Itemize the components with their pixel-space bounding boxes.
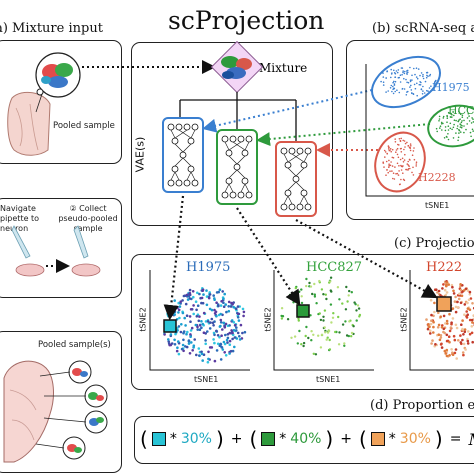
star-2: * [279,431,287,447]
navigate-step-text: Navigate pipette to neuron [0,204,40,233]
swatch-cyan [151,432,166,446]
pooled-sample-label: Pooled sample [53,121,115,131]
pooled-samples-label: Pooled sample(s) [38,340,111,350]
proj2-xlabel: tSNE1 [316,375,341,384]
mixture-estimate: M̂ [468,430,474,449]
projection-label-h1975: H1975 [186,260,231,275]
panel-projection [131,254,474,390]
panel-c-title: (c) Projectio [394,236,474,251]
swatch-orange [370,432,385,446]
paren-close-2: ) [325,427,334,451]
paren-open-3: ( [358,427,367,451]
equals: = [449,431,462,447]
pct-1: 30% [180,431,212,447]
panel-proportion [134,416,474,464]
star-1: * [169,431,177,447]
star-3: * [388,431,396,447]
proj1-ylabel: tSNE2 [138,307,148,332]
swatch-green [261,432,276,446]
panel-a-title: (a) Mixture input [0,21,103,36]
plus-1: + [230,431,243,447]
panel-mixture-input [0,40,122,164]
paren-close-3: ) [434,427,443,451]
proj3-ylabel: tSNE2 [399,307,409,332]
proj2-ylabel: tSNE2 [263,307,273,332]
equation-row: ( * 30% ) + ( * 40% ) + ( * 30% ) = M̂ [140,427,474,451]
panel-scrna-seq [346,40,474,220]
pct-2: 40% [290,431,322,447]
cluster-label-h1975: H1975 [432,81,470,94]
paren-close-1: ) [215,427,224,451]
panel-pooled-samples [0,331,122,473]
panel-d-title: (d) Proportion e [370,398,474,413]
paren-open-1: ( [140,427,148,451]
mixture-label: Mixture [259,61,308,75]
page-title: scProjection [168,6,325,35]
cluster-label-h2228: H2228 [418,171,456,184]
vae-label: VAE(s) [133,136,147,173]
projection-label-h222: H222 [426,260,463,275]
pct-3: 30% [399,431,431,447]
paren-open-2: ( [249,427,258,451]
panel-b-title: (b) scRNA-seq a [372,21,474,36]
projection-label-hcc827: HCC827 [306,260,363,275]
plus-2: + [340,431,352,447]
collect-step-text: ② Collect pseudo-pooled sample [58,204,118,233]
cluster-label-hcc: HCC [448,104,474,117]
proj1-xlabel: tSNE1 [194,375,219,384]
scrna-xlabel: tSNE1 [425,201,450,210]
